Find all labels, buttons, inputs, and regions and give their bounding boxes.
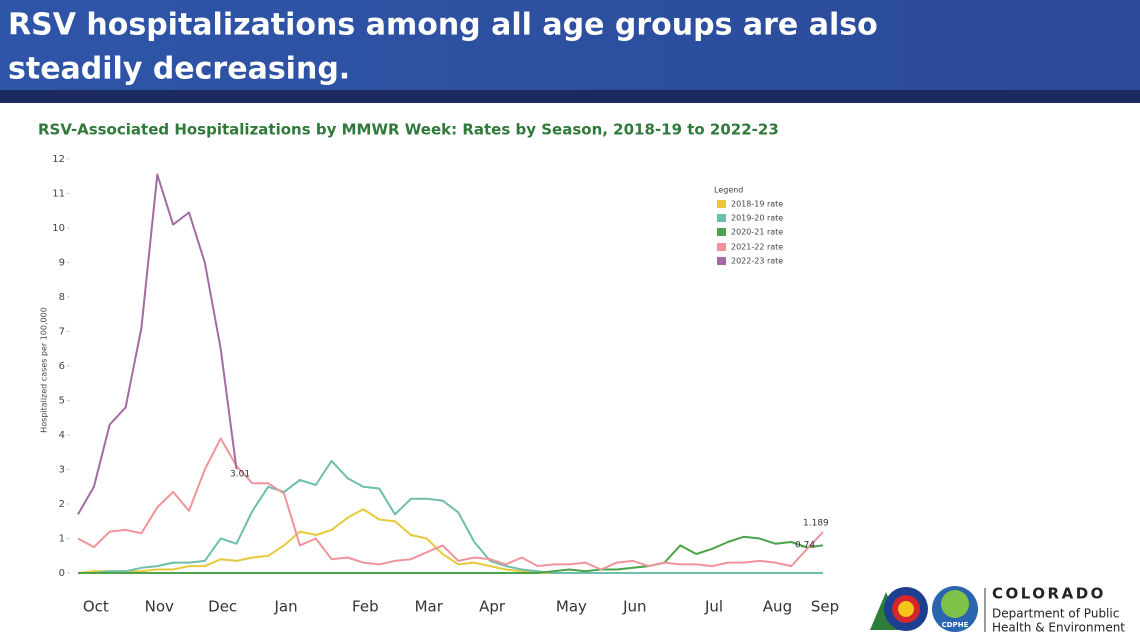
y-tick-label: 4 [59,430,65,441]
x-tick-label: Mar [415,598,444,616]
annotation: 3.01 [230,470,250,480]
x-tick-label: Feb [352,598,379,616]
legend-title: Legend [714,186,743,195]
legend-swatch [717,228,726,236]
x-tick-label: Sep [811,598,839,616]
series-line [77,437,824,571]
series-line [77,173,238,515]
legend-label: 2018-19 rate [731,200,783,209]
y-tick-label: 6 [59,361,65,372]
logo-name: COLORADO [992,585,1106,603]
chart-title: RSV-Associated Hospitalizations by MMWR … [38,121,779,139]
logo-line: Health & Environment [992,621,1125,635]
legend-label: 2020-21 rate [731,228,783,237]
x-tick-label: Apr [479,598,506,616]
y-tick-label: 9 [59,258,65,269]
logo-badge-text: CDPHE [942,621,969,629]
y-tick-label: 1 [59,534,65,545]
x-tick-label: Jan [274,598,298,616]
y-tick-label: 3 [59,465,65,476]
y-tick-label: 0 [59,568,65,579]
logo-line: Department of Public [992,607,1119,621]
header-strip [0,90,1140,103]
legend-label: 2022-23 rate [731,257,783,266]
y-axis-label: Hospitalized cases per 100,000 [40,307,49,433]
annotation: 1.189 [803,519,829,529]
series-line [78,535,824,574]
logo: CDPHE COLORADO Department of Public Heal… [870,585,1125,635]
legend-swatch [717,243,726,251]
logo-sun [898,601,914,617]
x-tick-label: Oct [83,598,109,616]
legend-swatch [717,200,726,208]
x-tick-label: Dec [208,598,237,616]
y-tick-label: 8 [59,292,65,303]
series-line [78,459,823,574]
legend-label: 2019-20 rate [731,214,783,223]
header-bar [0,0,1140,90]
logo-badge-inner [941,590,969,618]
x-tick-label: Jun [622,598,646,616]
header-title: steadily decreasing. [8,52,350,87]
legend-label: 2021-22 rate [731,243,783,252]
y-tick-label: 11 [52,189,65,200]
y-tick-label: 7 [59,327,65,338]
y-tick-label: 12 [52,154,65,165]
x-tick-label: Nov [145,598,174,616]
annotation: 0.74 [795,541,815,551]
y-tick-label: 5 [59,396,65,407]
y-tick-label: 2 [59,499,65,510]
legend-swatch [717,214,726,222]
x-tick-label: Jul [704,598,723,616]
legend-swatch [717,257,726,265]
x-tick-label: May [556,598,587,616]
y-tick-label: 10 [52,223,65,234]
x-tick-label: Aug [763,598,792,616]
header-title: RSV hospitalizations among all age group… [8,8,878,43]
